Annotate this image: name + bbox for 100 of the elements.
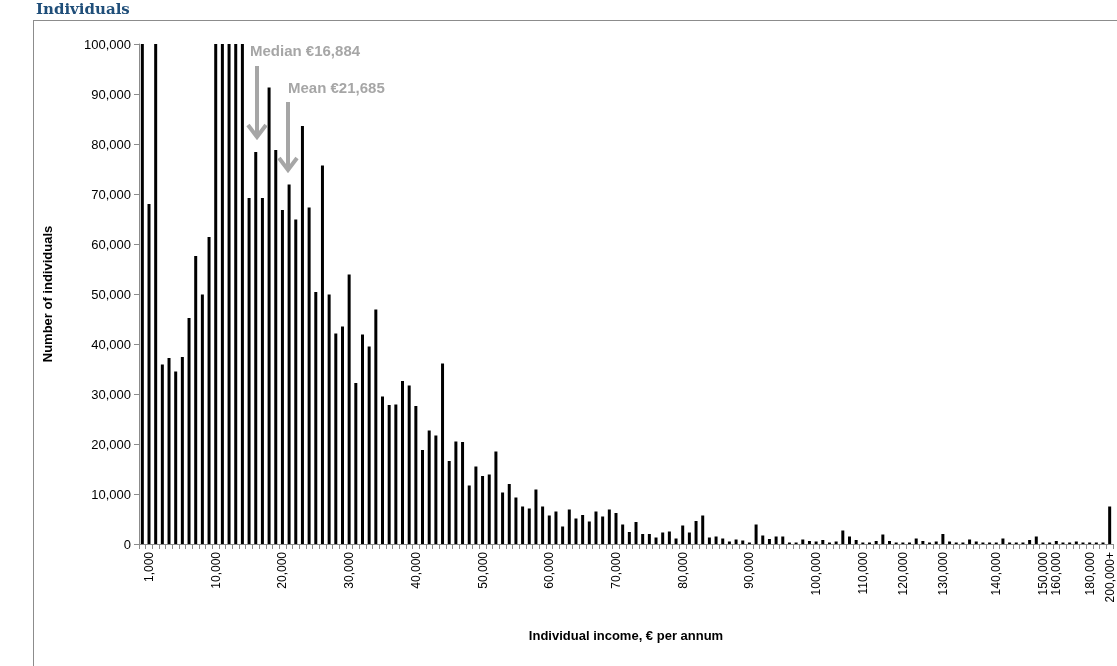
bar xyxy=(521,506,525,544)
bar xyxy=(687,532,691,544)
bar xyxy=(160,364,164,544)
bar xyxy=(374,309,378,544)
bar xyxy=(767,539,771,544)
x-tick-label: 1,000 xyxy=(142,551,157,583)
bar xyxy=(881,534,885,544)
x-tick-label: 80,000 xyxy=(675,551,690,589)
bar xyxy=(180,357,184,544)
y-tick-label: 50,000 xyxy=(91,286,131,302)
bar xyxy=(941,534,945,544)
bar xyxy=(254,152,258,544)
bar xyxy=(227,44,231,544)
bar xyxy=(247,198,251,544)
bar xyxy=(494,451,498,544)
bar xyxy=(534,489,538,544)
bar xyxy=(821,540,825,544)
y-axis-title: Number of individuals xyxy=(40,225,55,363)
bar xyxy=(187,318,191,544)
bar xyxy=(367,346,371,544)
bar xyxy=(567,509,571,544)
bar xyxy=(234,44,238,544)
bar xyxy=(921,541,925,544)
bar xyxy=(280,210,284,544)
y-tick-label: 0 xyxy=(123,536,131,552)
bar xyxy=(754,524,758,544)
x-tick-label: 140,000 xyxy=(989,551,1004,596)
bar xyxy=(581,515,585,544)
x-tick-label: 160,000 xyxy=(1049,551,1064,596)
bar xyxy=(340,326,344,544)
bar xyxy=(267,87,271,544)
y-tick-label: 10,000 xyxy=(91,486,131,502)
x-tick-label: 60,000 xyxy=(542,551,557,589)
bar xyxy=(300,126,304,544)
x-tick-label: 70,000 xyxy=(608,551,623,589)
annotation: Median €16,884 xyxy=(250,42,361,59)
bar xyxy=(694,521,698,544)
bar xyxy=(574,518,578,544)
bar xyxy=(707,537,711,544)
bar xyxy=(634,522,638,544)
bar xyxy=(314,292,318,544)
bar xyxy=(294,219,298,544)
bar xyxy=(681,525,685,544)
bar xyxy=(287,184,291,544)
bar xyxy=(394,404,398,544)
bar xyxy=(647,534,651,544)
bar xyxy=(507,484,511,544)
y-tick-label: 40,000 xyxy=(91,336,131,352)
x-tick-label: 200,000+ xyxy=(1102,552,1117,603)
x-tick-label: 90,000 xyxy=(742,551,757,589)
bar xyxy=(320,165,324,544)
x-tick-label: 150,000 xyxy=(1035,551,1050,596)
bar xyxy=(1028,540,1032,544)
bar xyxy=(347,274,351,544)
bar xyxy=(841,530,845,544)
x-tick-label: 100,000 xyxy=(809,551,824,596)
y-tick-label: 20,000 xyxy=(91,436,131,452)
bar xyxy=(701,515,705,544)
bar xyxy=(761,535,765,544)
bar xyxy=(454,441,458,544)
bar xyxy=(607,509,611,544)
bar xyxy=(401,381,405,544)
bar xyxy=(447,461,451,544)
bar xyxy=(621,524,625,544)
x-tick-label: 40,000 xyxy=(408,551,423,589)
bar xyxy=(307,207,311,544)
y-tick-label: 70,000 xyxy=(91,186,131,202)
annotation: Mean €21,685 xyxy=(288,79,385,96)
bar xyxy=(847,536,851,544)
bar xyxy=(587,521,591,544)
bar xyxy=(407,385,411,544)
y-tick-label: 60,000 xyxy=(91,236,131,252)
bar xyxy=(200,294,204,544)
bar xyxy=(147,204,151,544)
bar xyxy=(527,508,531,544)
bar xyxy=(601,516,605,544)
bar xyxy=(594,511,598,544)
x-tick-label: 120,000 xyxy=(895,551,910,596)
bar xyxy=(214,44,218,544)
x-tick-label: 130,000 xyxy=(935,551,950,596)
bar xyxy=(387,405,391,544)
bar xyxy=(354,383,358,544)
x-tick-label: 30,000 xyxy=(342,551,357,589)
y-tick-label: 100,000 xyxy=(84,36,131,52)
bar xyxy=(627,532,631,544)
bar xyxy=(1108,506,1112,544)
bar xyxy=(474,466,478,544)
x-axis-title: Individual income, € per annum xyxy=(528,628,724,643)
bar xyxy=(167,358,171,544)
bar xyxy=(174,371,178,544)
bar xyxy=(888,541,892,544)
bar xyxy=(561,526,565,544)
bar xyxy=(654,537,658,544)
bar xyxy=(481,476,485,544)
bar xyxy=(461,442,465,544)
bar xyxy=(714,536,718,544)
bar xyxy=(427,430,431,544)
bar xyxy=(614,513,618,544)
bar xyxy=(467,485,471,544)
bar xyxy=(781,536,785,544)
